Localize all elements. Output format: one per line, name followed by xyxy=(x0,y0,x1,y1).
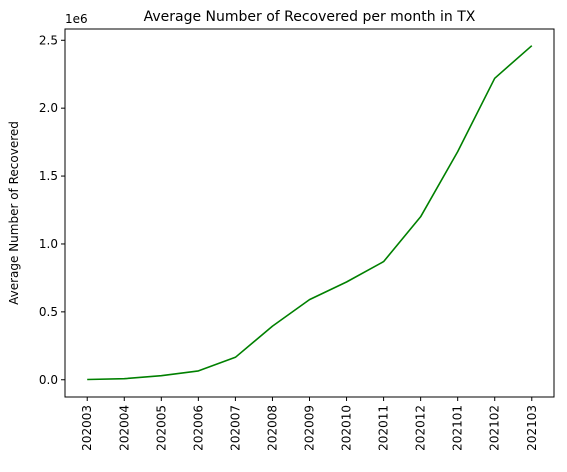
x-tick-label: 202102 xyxy=(488,405,502,451)
x-tick-label: 202012 xyxy=(414,405,428,451)
x-tick-label: 202006 xyxy=(191,405,205,451)
x-tick-label: 202008 xyxy=(265,405,279,451)
y-tick-label: 2.0 xyxy=(39,101,58,115)
x-tick-label: 202007 xyxy=(228,405,242,451)
x-tick-label: 202101 xyxy=(451,405,465,451)
y-tick-label: 1.5 xyxy=(39,169,58,183)
y-axis-offset-label: 1e6 xyxy=(65,12,88,26)
x-tick-label: 202011 xyxy=(377,405,391,451)
y-axis-label: Average Number of Recovered xyxy=(7,121,21,305)
y-axis-ticks: 0.0 0.5 1.0 1.5 2.0 2.5 xyxy=(39,33,65,387)
series-group xyxy=(87,45,533,381)
x-tick-label: 202003 xyxy=(80,405,94,451)
x-tick-label: 202103 xyxy=(525,405,539,451)
y-tick-label: 0.0 xyxy=(39,373,58,387)
plot-frame xyxy=(64,28,555,398)
x-tick-label: 202004 xyxy=(117,405,131,451)
x-tick-label: 202009 xyxy=(303,405,317,451)
chart-title: Average Number of Recovered per month in… xyxy=(144,9,476,25)
series-line xyxy=(87,45,533,381)
x-tick-label: 202010 xyxy=(340,405,354,451)
y-tick-label: 2.5 xyxy=(39,33,58,47)
y-tick-label: 1.0 xyxy=(39,237,58,251)
x-tick-label: 202005 xyxy=(154,405,168,451)
y-tick-label: 0.5 xyxy=(39,305,58,319)
x-axis-ticks: 202003 202004 202005 202006 202007 202008 2020… xyxy=(80,397,539,451)
